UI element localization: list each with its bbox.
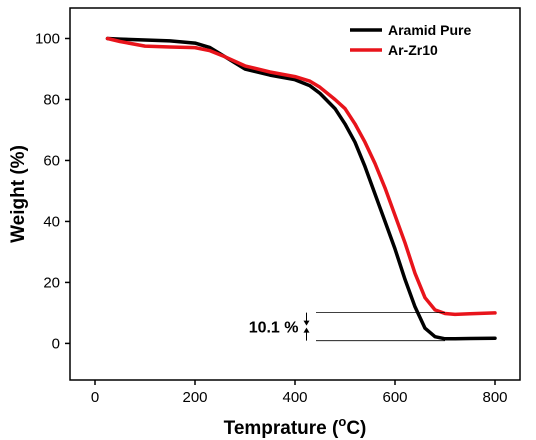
y-tick-label: 20: [43, 274, 60, 291]
axis-ticks: 0 200 400 600 800 0 20 40 60 80 100: [35, 30, 508, 406]
legend-label: Aramid Pure: [388, 22, 471, 38]
annotation-arrowhead-up: [303, 327, 310, 333]
x-axis-label-main: Temprature (: [224, 418, 339, 439]
y-tick-label: 80: [43, 91, 60, 108]
series-line-aramid-pure: [105, 36, 497, 341]
x-tick-label: 200: [182, 389, 207, 406]
x-axis-label-end: C): [346, 418, 366, 439]
y-tick-label: 100: [35, 30, 60, 47]
y-tick-label: 40: [43, 213, 60, 230]
x-tick-label: 800: [482, 389, 507, 406]
annotation-group: 10.1 %: [249, 312, 445, 342]
legend-label: Ar-Zr10: [388, 42, 438, 58]
y-axis-label: Weight (%): [8, 145, 29, 243]
annotation-label: 10.1 %: [249, 320, 299, 337]
y-tick-label: 0: [52, 335, 60, 352]
x-tick-label: 0: [91, 389, 99, 406]
x-axis-label-sup: o: [338, 414, 346, 429]
legend: Aramid Pure Ar-Zr10: [350, 22, 471, 58]
series-line-ar-zr10: [105, 36, 497, 317]
annotation-arrowhead-down: [303, 320, 310, 326]
x-tick-label: 400: [282, 389, 307, 406]
x-axis-label: Temprature (oC): [224, 414, 367, 439]
y-tick-label: 60: [43, 152, 60, 169]
x-tick-label: 600: [382, 389, 407, 406]
plot-area: 0 200 400 600 800 0 20 40 60 80 100 10.1 % Aramid …: [35, 7, 521, 406]
series-group: [105, 36, 497, 341]
